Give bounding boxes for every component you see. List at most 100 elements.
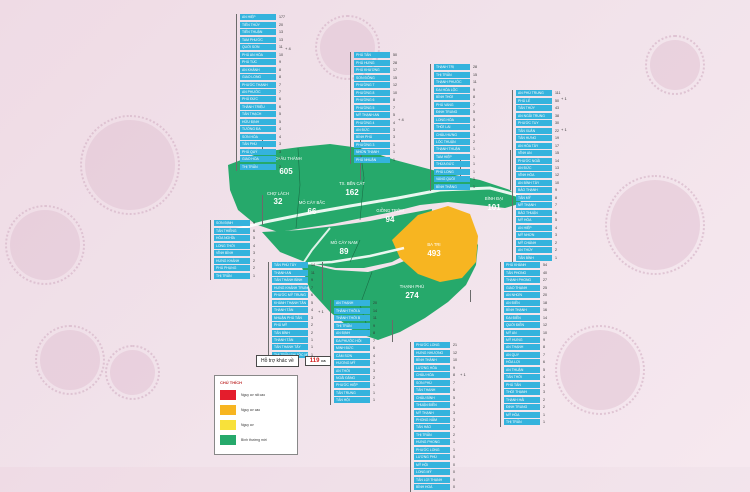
commune-count: 18 xyxy=(543,300,547,305)
table-row: TÂN XUÂN 22 xyxy=(516,127,560,134)
commune-count: 6 xyxy=(253,228,255,233)
commune-name: QUỚI SƠN xyxy=(240,44,276,51)
table-row: VĨNH AN 15 xyxy=(516,150,560,157)
table-row: CẨM SƠN 4 xyxy=(334,352,377,359)
commune-count: 10 xyxy=(279,52,283,57)
virus-particle-icon xyxy=(35,325,105,395)
commune-count: 3 xyxy=(253,251,255,256)
commune-name: GIAO LONG xyxy=(240,74,276,81)
virus-particle-icon xyxy=(105,345,160,400)
commune-name: AN THỦY xyxy=(516,247,552,254)
table-row: SƠN ĐỊNH 9 xyxy=(214,220,255,227)
table-row: TAM PHƯỚC 13 xyxy=(240,36,285,43)
commune-name: TÂN HÀO xyxy=(414,424,450,431)
table-row: TÂN HỘI 1 xyxy=(334,397,377,404)
table-row: PHÚ TÂN 3 xyxy=(504,381,547,388)
commune-count: 4 xyxy=(279,134,281,139)
table-row: TIÊN THỦY 20 xyxy=(240,21,285,28)
table-row: HÒA NGHĨA 5 xyxy=(214,235,255,242)
commune-count: 8 xyxy=(543,345,545,350)
table-row: MỸ THẠNH 3 xyxy=(414,409,457,416)
commune-count: 27 xyxy=(543,278,547,283)
virus-particle-icon xyxy=(315,15,380,80)
table-row: MỸ HỘI 0 xyxy=(414,461,457,468)
commune-name: THỊ TRẤN xyxy=(240,163,276,170)
commune-count: 11 xyxy=(279,45,283,50)
commune-count: 3 xyxy=(373,361,375,366)
table-row: TÂN THỚI 4 xyxy=(504,374,547,381)
commune-count: 3 xyxy=(543,390,545,395)
commune-count: 0 xyxy=(453,470,455,475)
commune-name: NHUẬN PHÚ TÂN xyxy=(272,314,308,321)
district-label: CHÂU THÀNH xyxy=(274,156,301,161)
table-row: ĐA PHƯỚC HỘI 7 xyxy=(334,337,377,344)
table-row: BÌNH PHÚ 3 xyxy=(354,134,397,141)
commune-name: TÂN PHONG xyxy=(504,269,540,276)
commune-count: 1 xyxy=(393,150,395,155)
commune-name: THỊ TRẤN xyxy=(434,71,470,78)
commune-count: 12 xyxy=(393,83,397,88)
commune-count: 19 xyxy=(555,136,559,141)
district-count: 162 xyxy=(345,188,359,197)
district-count: 94 xyxy=(386,215,395,224)
table-row: MỸ AN 10 xyxy=(504,329,547,336)
commune-name: BẢO THẠNH xyxy=(516,187,552,194)
commune-count: 2 xyxy=(373,375,375,380)
virus-particle-icon xyxy=(605,175,705,275)
table-row: VĨNH BÌNH 3 xyxy=(214,250,255,257)
commune-name: HƯƠNG MỸ xyxy=(334,360,370,367)
commune-name: TIÊN THỦY xyxy=(240,21,276,28)
commune-name: PHƯỚC MỸ TRUNG xyxy=(272,292,308,299)
table-row: BÌNH THÀNH 10 xyxy=(414,357,457,364)
commune-name: TÂN THÀNH BÌNH xyxy=(272,277,308,284)
commune-name: AN THẠNH xyxy=(504,344,540,351)
commune-name: THANH TÂN xyxy=(272,307,308,314)
commune-count: 11 xyxy=(473,80,477,85)
district-table-ba-tri-top: AN PHÚ TRUNG 111 PHÚ LỄ 50 TÂN THỦY 43 AN NGÃI… xyxy=(512,90,560,263)
commune-name: MỸ THẠNH xyxy=(414,409,450,416)
table-row: AN HÒA TÂY 17 xyxy=(516,142,560,149)
commune-count: 12 xyxy=(543,323,547,328)
commune-name: PHÚ KHƯƠNG xyxy=(354,67,390,74)
table-row: HỮU ĐỊNH 5 xyxy=(240,118,285,125)
commune-count: 9 xyxy=(473,87,475,92)
table-row: THỊ TRẤN 2 xyxy=(240,163,285,170)
commune-name: LƯƠNG HÒA xyxy=(414,364,450,371)
commune-name: THÀNH THỚI A xyxy=(334,307,370,314)
commune-count: 25 xyxy=(543,285,547,290)
commune-name: MỸ THẠNH AN xyxy=(354,112,390,119)
commune-name: THÀNH TRIỆU xyxy=(240,103,276,110)
table-row: TÂN HƯNG 19 xyxy=(516,135,560,142)
table-row: THANH TÂN 1 xyxy=(272,336,315,343)
commune-count: 5 xyxy=(393,113,395,118)
table-row: NGÃI ĐĂNG 2 xyxy=(334,374,377,381)
commune-name: TÂN THỚI xyxy=(504,374,540,381)
table-row: AN HIỆP 4 xyxy=(516,224,560,231)
commune-count: 4 xyxy=(279,127,281,132)
table-row: ĐẠI HÒA LỘC 9 xyxy=(434,86,477,93)
commune-count: 3 xyxy=(543,382,545,387)
table-row: BÌNH THẮNG 1 xyxy=(434,183,477,190)
table-row: PHÚ TÂN 50 xyxy=(354,52,397,59)
commune-count: 9 xyxy=(543,337,545,342)
commune-name: PHÚ TÂN xyxy=(504,381,540,388)
commune-count: 12 xyxy=(453,350,457,355)
commune-name: TAM HIỆP xyxy=(434,153,470,160)
commune-count: 43 xyxy=(555,106,559,111)
table-row: PHÚ TÚC 9 xyxy=(240,59,285,66)
table-row: TÂN THANH TÂY 1 xyxy=(272,344,315,351)
commune-count: 1 xyxy=(543,420,545,425)
legend-swatch xyxy=(220,405,236,415)
commune-count: 5 xyxy=(473,117,475,122)
district-table-binh-dai: THẠNH TRỊ 28 THỊ TRẤN 15 THẠNH PHƯỚC 11 ĐẠI HÒ… xyxy=(430,64,477,192)
commune-name: MINH ĐỨC xyxy=(334,345,370,352)
commune-name: PHÚ AN HÒA xyxy=(240,51,276,58)
commune-count: 3 xyxy=(473,132,475,137)
table-row: ĐỊNH TRUNG 5 xyxy=(434,109,477,116)
district-table-giong-trom: PHƯỚC LONG 21 HƯNG NHƯỢNG 12 BÌNH THÀNH 10 LƯƠ… xyxy=(410,342,457,492)
commune-name: LƯƠNG PHÚ xyxy=(414,454,450,461)
table-row: PHÚ KHƯƠNG 17 xyxy=(354,67,397,74)
commune-count: 1 xyxy=(253,273,255,278)
table-row: PHƯỚC LONG 1 xyxy=(414,446,457,453)
